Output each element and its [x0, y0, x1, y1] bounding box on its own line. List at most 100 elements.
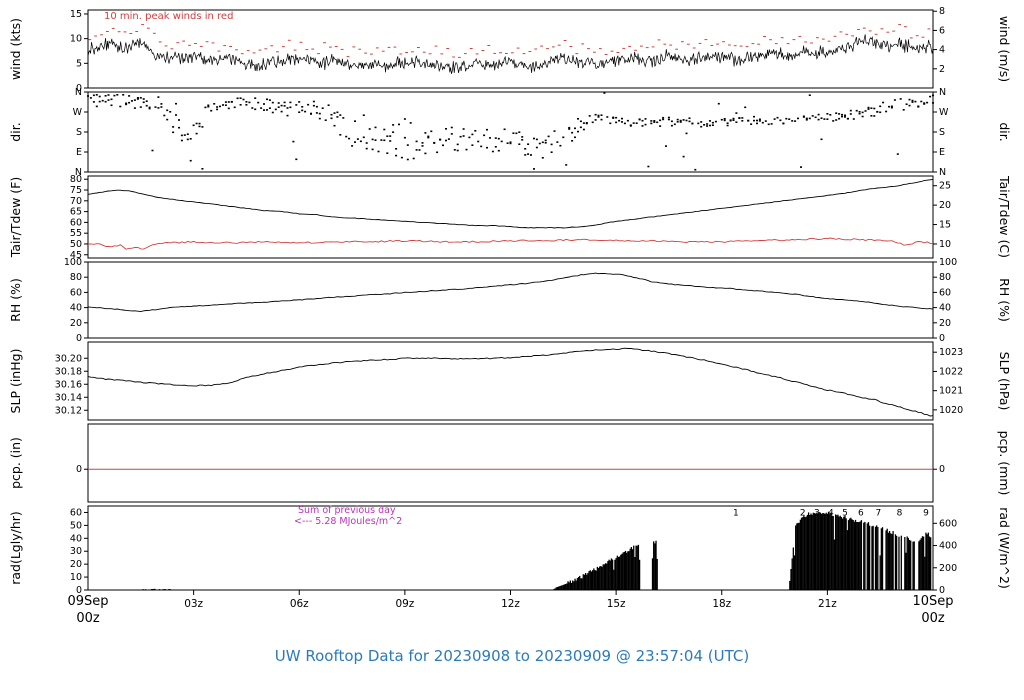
mj-sum-mark: 6	[858, 508, 864, 518]
y-tick-label: 100	[939, 257, 957, 268]
y-tick-label: 0	[76, 333, 82, 344]
mj-sum-mark: 7	[876, 508, 882, 518]
y-tick-label: 0	[939, 464, 945, 475]
axis-label-right-tair: Tair/Tdew (C)	[997, 175, 1012, 258]
y-tick-label: 0	[76, 464, 82, 475]
y-tick-label: 400	[939, 541, 957, 552]
temp-line-tair	[87, 178, 934, 229]
y-tick-label: 5	[76, 58, 82, 69]
y-tick-label: 20	[70, 559, 82, 570]
y-tick-label: 0	[939, 585, 945, 596]
x-start-label: 00z	[76, 611, 100, 626]
y-tick-label: 1021	[939, 386, 963, 397]
wind-direction-points	[87, 92, 934, 171]
y-tick-label: 60	[939, 287, 951, 298]
y-tick-label: 600	[939, 518, 957, 529]
radiation-sum-note-line1: Sum of previous day	[298, 505, 396, 516]
axis-label-left-pcp: pcp. (in)	[8, 437, 23, 489]
temp-line-tdew	[87, 237, 934, 250]
y-tick-label: 55	[70, 228, 82, 239]
axis-label-left-wind: wind (kts)	[8, 18, 23, 80]
x-tick-label: 15z	[607, 598, 626, 610]
panel-pcp: 0 0 pcp. (in) pcp. (mm)	[8, 423, 1012, 503]
y-tick-label: N	[939, 167, 946, 178]
mj-sum-mark: 9	[923, 508, 929, 518]
x-start-label: 09Sep	[67, 594, 108, 609]
y-tick-label: 4	[939, 45, 945, 56]
y-tick-label: 75	[70, 185, 82, 196]
y-tick-label: 40	[70, 533, 82, 544]
y-tick-label: 2	[939, 64, 945, 75]
mj-sum-mark: 2	[800, 508, 806, 518]
y-tick-label: 80	[939, 272, 951, 283]
axis-label-right-rad: rad (W/m^2)	[997, 507, 1012, 589]
y-tick-label: 10	[70, 572, 82, 583]
wind-speed-line	[87, 34, 934, 74]
mj-sum-mark: 8	[897, 508, 903, 518]
y-tick-label: E	[939, 147, 945, 158]
y-tick-label: S	[939, 127, 945, 138]
y-tick-label: 30	[70, 546, 82, 557]
axis-label-left-slp: SLP (inHg)	[8, 349, 23, 414]
y-tick-label: 1020	[939, 405, 963, 416]
y-tick-label: 200	[939, 563, 957, 574]
y-tick-label: 1023	[939, 347, 963, 358]
y-tick-label: 100	[64, 257, 82, 268]
y-tick-label: 60	[70, 217, 82, 228]
axis-label-right-slp: SLP (hPa)	[997, 352, 1012, 411]
axis-label-left-tair: Tair/Tdew (F)	[8, 177, 23, 258]
y-tick-label: 30.18	[55, 366, 82, 377]
x-tick-label: 03z	[184, 598, 203, 610]
y-tick-label: 80	[70, 272, 82, 283]
mj-sum-mark: 5	[842, 508, 848, 518]
y-tick-label: 6	[939, 25, 945, 36]
y-tick-label: S	[76, 127, 82, 138]
y-tick-label: 30.12	[55, 405, 82, 416]
axis-label-right-pcp: pcp. (mm)	[997, 431, 1012, 496]
y-tick-label: 40	[70, 303, 82, 314]
y-tick-label: E	[76, 147, 82, 158]
x-tick-label: 18z	[712, 598, 731, 610]
y-tick-label: 20	[939, 318, 951, 329]
mj-sum-mark: 4	[828, 508, 834, 518]
x-axis: 03z 06z 09z 12z 15z 18z 21z 09Sep 00z 10Sep 00z	[67, 590, 954, 626]
axis-label-right-dir: dir.	[997, 122, 1012, 141]
figure-title: UW Rooftop Data for 20230908 to 20230909…	[274, 647, 750, 665]
x-tick-label: 12z	[501, 598, 520, 610]
y-tick-label: N	[75, 167, 82, 178]
x-end-label: 00z	[921, 611, 945, 626]
y-tick-label: 15	[70, 9, 82, 20]
mj-sum-mark: 3	[814, 508, 820, 518]
y-tick-label: 30.14	[55, 392, 82, 403]
y-tick-label: 25	[939, 181, 951, 192]
y-tick-label: 60	[70, 287, 82, 298]
axis-label-right-rh: RH (%)	[997, 278, 1012, 322]
y-tick-label: 0	[76, 83, 82, 94]
y-tick-label: 20	[939, 200, 951, 211]
wind-peak-note: 10 min. peak winds in red	[104, 11, 234, 22]
mj-sum-mark: 1	[733, 508, 739, 518]
panel-rh: 0 20 40 60 80 100 0 20 40 60 80 100 RH (%) RH (%)	[8, 257, 1012, 344]
y-tick-label: 8	[939, 6, 945, 17]
y-tick-label: W	[939, 107, 949, 118]
axis-label-left-rh: RH (%)	[8, 278, 23, 322]
y-tick-label: 20	[70, 318, 82, 329]
panel-slp: 30.12 30.14 30.16 30.18 30.20 1020 1021 1022 102…	[8, 341, 1012, 421]
panel-wind: 0 5 10 15 2 4 6 8 wind (kts) wind (m/s)	[8, 6, 1012, 94]
y-tick-label: 65	[70, 207, 82, 218]
y-tick-label: 70	[70, 196, 82, 207]
y-tick-label: 50	[70, 239, 82, 250]
y-tick-label: 40	[939, 303, 951, 314]
y-tick-label: 30.20	[55, 353, 82, 364]
axis-label-left-rad: rad(Lgly/hr)	[8, 511, 23, 585]
radiation-bars	[137, 511, 932, 590]
axis-label-left-dir: dir.	[8, 122, 23, 141]
y-tick-label: 10	[70, 34, 82, 45]
x-tick-label: 06z	[290, 598, 309, 610]
y-tick-label: 15	[939, 220, 951, 231]
y-tick-label: N	[939, 87, 946, 98]
